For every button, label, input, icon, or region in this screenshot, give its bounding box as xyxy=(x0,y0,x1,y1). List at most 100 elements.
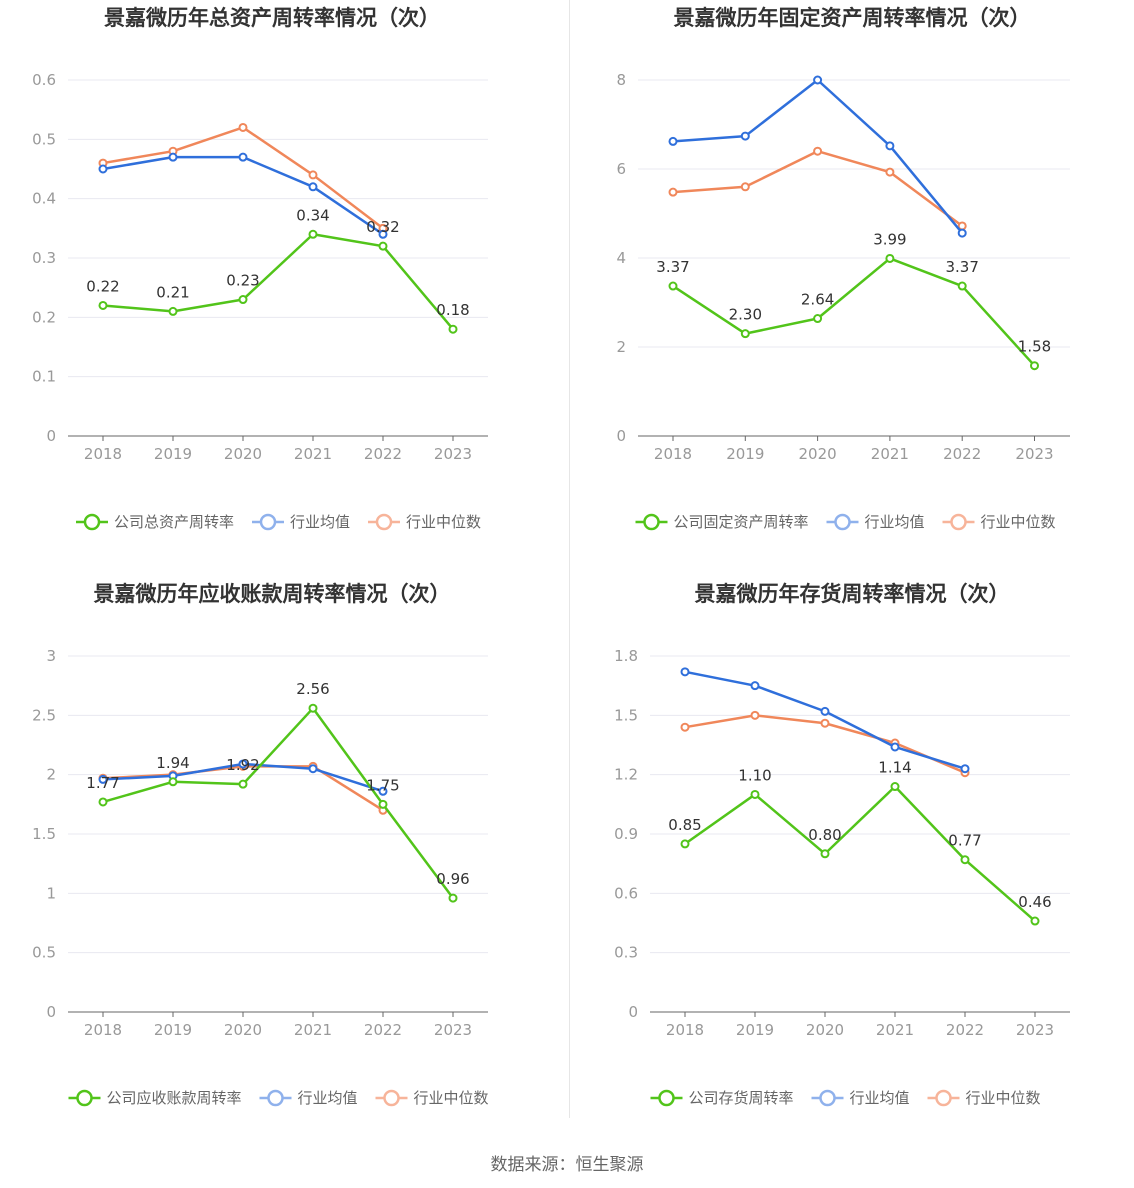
chart-receivables-turnover: 景嘉微历年应收账款周转率情况（次） 0 0.5 1 1.5 2 2.5 3 2018 2019 20… xyxy=(0,576,567,1152)
legend-label: 行业中位数 xyxy=(981,513,1056,531)
legend-item: 行业均值 xyxy=(811,1089,910,1107)
y-tick-label: 0.6 xyxy=(32,71,56,89)
data-point-company xyxy=(98,797,108,807)
legend-marker xyxy=(375,513,393,531)
y-tick-label: 2 xyxy=(616,338,626,356)
data-point-company xyxy=(813,314,823,324)
x-tick-label: 2019 xyxy=(154,445,192,463)
data-point-company xyxy=(750,789,760,799)
data-point-company xyxy=(957,281,967,291)
x-tick-label: 2020 xyxy=(806,1021,844,1039)
data-label: 1.77 xyxy=(86,774,119,792)
legend-label: 行业中位数 xyxy=(406,513,481,531)
series-line-company xyxy=(102,706,455,899)
y-tick-label: 6 xyxy=(616,160,626,178)
data-point-company xyxy=(740,329,750,339)
data-point-avg xyxy=(890,742,900,752)
x-tick-label: 2021 xyxy=(871,445,909,463)
data-label: 0.22 xyxy=(86,277,119,295)
x-tick-label: 2020 xyxy=(224,445,262,463)
series-line-median xyxy=(102,126,384,230)
legend-label: 公司总资产周转率 xyxy=(114,513,234,531)
y-tick-label: 0 xyxy=(46,1003,56,1021)
x-tick-label: 2021 xyxy=(876,1021,914,1039)
data-point-median xyxy=(308,170,318,180)
legend-marker xyxy=(267,1089,284,1107)
chart-title: 景嘉微历年应收账款周转率情况（次） xyxy=(94,582,451,606)
chart-inventory-turnover: 景嘉微历年存货周转率情况（次） 0 0.3 0.6 0.9 1.2 1.5 1.8 2018 20… xyxy=(567,576,1134,1152)
data-point-avg xyxy=(960,764,970,774)
x-tick-label: 2022 xyxy=(946,1021,984,1039)
x-tick-label: 2023 xyxy=(434,1021,472,1039)
legend-marker xyxy=(643,513,660,531)
legend-item: 行业中位数 xyxy=(368,513,481,531)
data-point-avg xyxy=(820,706,830,716)
data-point-avg xyxy=(98,774,108,784)
legend-item: 公司应收账款周转率 xyxy=(68,1089,242,1107)
y-tick-label: 4 xyxy=(616,249,626,267)
legend-item: 行业均值 xyxy=(259,1089,358,1107)
panel-divider xyxy=(569,0,570,1118)
x-tick-label: 2019 xyxy=(154,1021,192,1039)
legend-label: 行业中位数 xyxy=(966,1089,1041,1107)
legend-item: 行业中位数 xyxy=(942,513,1056,531)
data-label: 2.56 xyxy=(296,680,329,698)
data-point-median xyxy=(820,718,830,728)
x-tick-label: 2023 xyxy=(434,445,472,463)
legend-marker xyxy=(658,1089,675,1107)
x-tick-label: 2022 xyxy=(364,1021,402,1039)
data-point-avg xyxy=(168,152,178,162)
x-tick-label: 2023 xyxy=(1016,1021,1054,1039)
y-tick-label: 1.5 xyxy=(32,825,56,843)
data-label: 3.37 xyxy=(945,258,978,276)
chart-svg: 景嘉微历年存货周转率情况（次） 0 0.3 0.6 0.9 1.2 1.5 1.8 2018 20… xyxy=(614,582,1070,1107)
data-point-company xyxy=(378,799,388,809)
legend-label: 行业均值 xyxy=(850,1089,910,1107)
data-point-median xyxy=(238,122,248,132)
x-tick-label: 2018 xyxy=(84,1021,122,1039)
data-point-avg xyxy=(98,164,108,174)
series-line-avg xyxy=(672,78,964,234)
data-point-avg xyxy=(238,759,248,769)
chart-svg: 景嘉微历年应收账款周转率情况（次） 0 0.5 1 1.5 2 2.5 3 2018 2019 20… xyxy=(32,582,489,1107)
x-tick-label: 2019 xyxy=(736,1021,774,1039)
data-point-company xyxy=(1030,361,1039,371)
data-source-note: 数据来源：恒生聚源 xyxy=(490,1155,644,1175)
data-point-company xyxy=(890,782,900,792)
y-tick-label: 0.9 xyxy=(614,825,638,843)
data-point-median xyxy=(750,710,760,720)
data-label: 0.34 xyxy=(296,206,329,224)
data-label: 3.37 xyxy=(656,258,689,276)
x-tick-label: 2021 xyxy=(294,1021,332,1039)
data-point-company xyxy=(668,281,678,291)
data-point-company xyxy=(378,241,388,251)
data-label: 0.32 xyxy=(366,218,399,236)
data-point-company xyxy=(448,893,458,903)
series-line-company xyxy=(672,257,1036,367)
data-label: 1.75 xyxy=(366,776,399,794)
legend-label: 行业均值 xyxy=(290,513,350,531)
data-point-avg xyxy=(740,131,750,141)
data-point-company xyxy=(238,295,248,305)
chart-total-asset-turnover: 景嘉微历年总资产周转率情况（次） 0 0.1 0.2 0.3 0.4 0.5 0.6 2018 2… xyxy=(0,0,567,576)
legend-item: 行业中位数 xyxy=(375,1089,489,1107)
y-tick-label: 1.5 xyxy=(614,706,638,724)
data-label: 0.77 xyxy=(948,832,981,850)
data-point-company xyxy=(885,253,895,263)
y-tick-label: 2.5 xyxy=(32,706,56,724)
y-tick-label: 0.1 xyxy=(32,368,56,386)
legend-marker xyxy=(259,513,277,531)
legend-item: 公司固定资产周转率 xyxy=(635,513,809,531)
legend-label: 行业均值 xyxy=(298,1089,358,1107)
data-label: 0.21 xyxy=(156,283,189,301)
y-tick-label: 3 xyxy=(46,647,56,665)
series-line-median xyxy=(672,149,963,227)
y-tick-label: 0.5 xyxy=(32,944,56,962)
data-label: 1.14 xyxy=(878,759,911,777)
data-point-company xyxy=(960,855,970,865)
data-point-median xyxy=(885,167,895,177)
data-point-company xyxy=(1030,916,1040,926)
data-point-avg xyxy=(308,764,318,774)
y-tick-label: 0.3 xyxy=(614,944,638,962)
y-tick-label: 2 xyxy=(46,766,56,784)
